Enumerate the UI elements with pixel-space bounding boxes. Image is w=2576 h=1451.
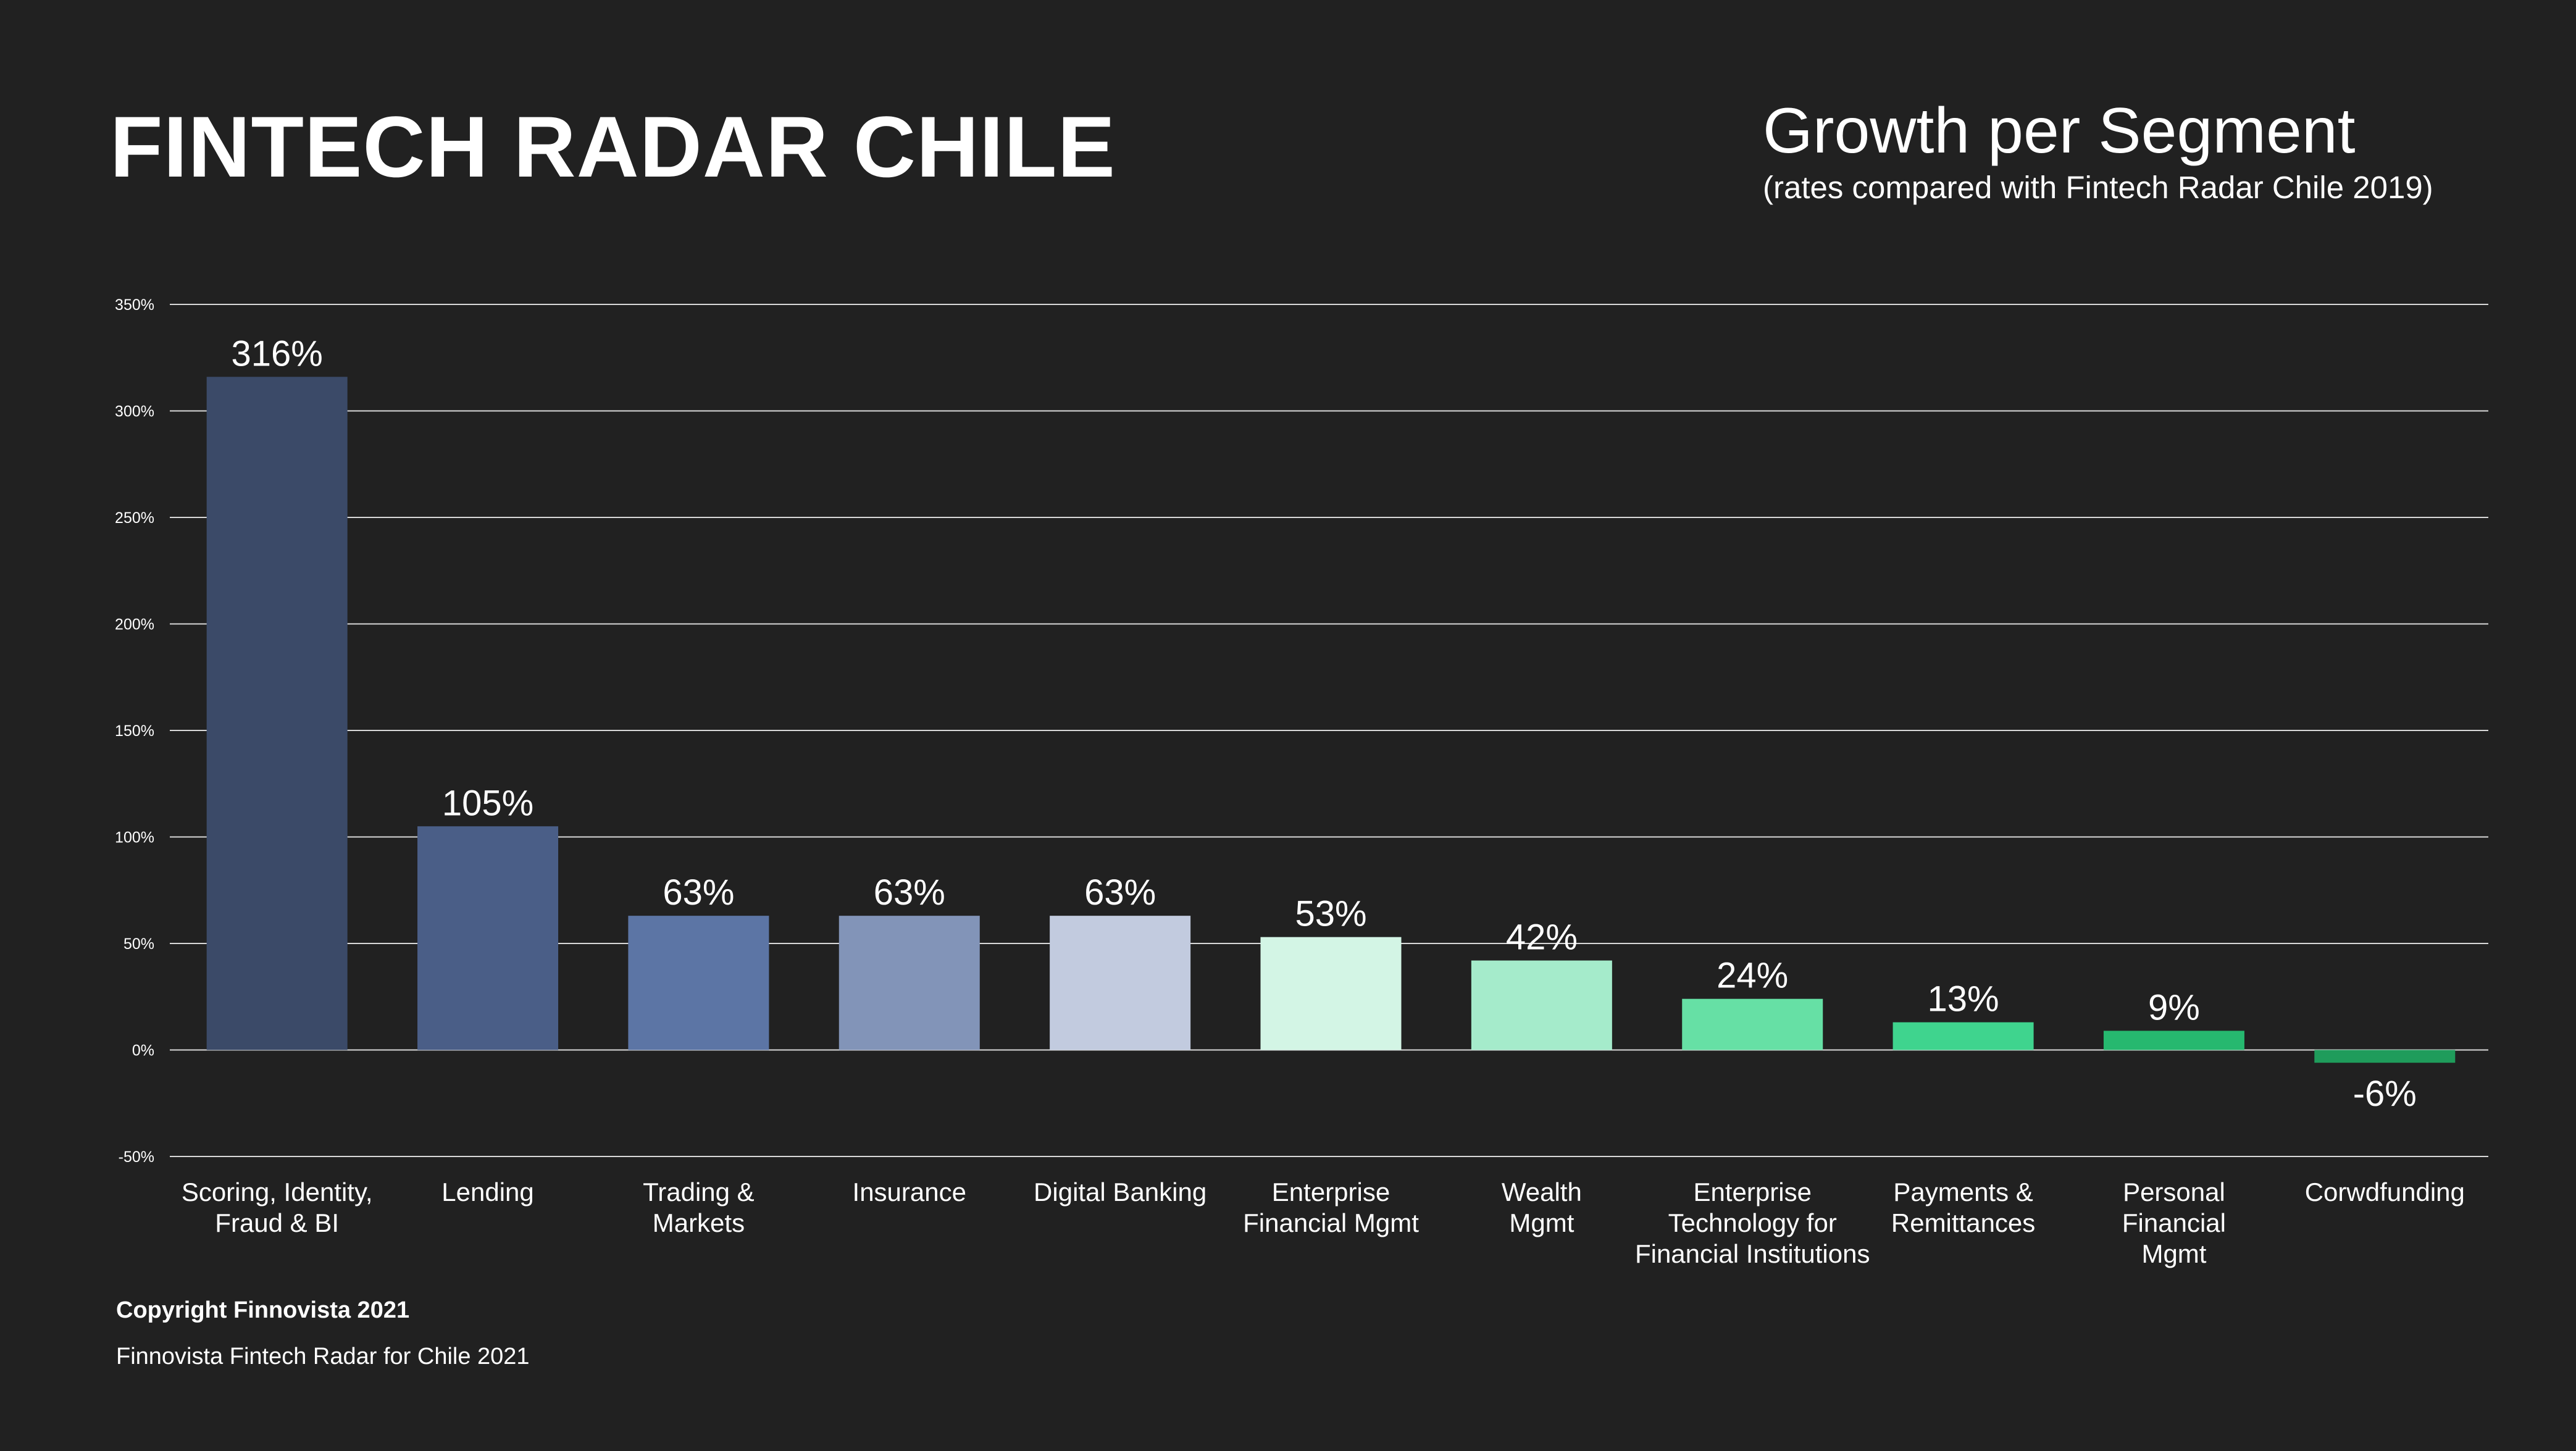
bar	[2103, 1031, 2244, 1050]
data-label: 105%	[442, 783, 533, 823]
y-tick-label: 0%	[132, 1042, 154, 1060]
y-tick-label: 100%	[115, 829, 154, 847]
x-category-label: Enterprise Technology for Financial Instit…	[1635, 1177, 1870, 1268]
data-label: -6%	[2353, 1074, 2417, 1114]
y-tick-label: 150%	[115, 722, 154, 740]
y-tick-label: 50%	[123, 935, 154, 953]
bar	[1892, 1022, 2034, 1050]
page-title: FINTECH RADAR CHILE	[110, 98, 1116, 195]
x-category-label: Trading & Markets	[643, 1177, 755, 1237]
bar	[1260, 937, 1402, 1050]
bar	[206, 377, 348, 1050]
data-label: 53%	[1295, 894, 1366, 934]
y-tick-label: 200%	[115, 616, 154, 634]
bar	[2314, 1050, 2456, 1063]
data-label: 63%	[874, 872, 945, 913]
data-label: 316%	[232, 333, 323, 374]
y-tick-label: 350%	[115, 296, 154, 314]
bar	[1471, 960, 1612, 1050]
y-tick-label: 250%	[115, 509, 154, 527]
x-category-label: Wealth Mgmt	[1502, 1177, 1582, 1237]
bar	[628, 916, 769, 1050]
data-label: 42%	[1506, 918, 1578, 958]
data-label: 13%	[1928, 979, 1999, 1019]
data-label: 9%	[2148, 987, 2200, 1027]
bar	[417, 826, 559, 1050]
y-tick-label: 300%	[115, 403, 154, 420]
x-category-label: Corwdfunding	[2305, 1177, 2465, 1206]
x-category-label: Personal Financial Mgmt	[2122, 1177, 2226, 1268]
y-tick-label: -50%	[119, 1148, 154, 1166]
bar	[1682, 998, 1823, 1050]
data-label: 24%	[1717, 956, 1788, 996]
x-category-label: Enterprise Financial Mgmt	[1243, 1177, 1419, 1237]
bar	[838, 916, 980, 1050]
x-category-label: Lending	[441, 1177, 533, 1206]
copyright-text: Copyright Finnovista 2021	[116, 1297, 410, 1323]
chart-subtitle: Growth per Segment	[1763, 95, 2356, 167]
data-label: 63%	[1084, 872, 1156, 913]
data-label: 63%	[663, 872, 734, 913]
x-category-label: Insurance	[853, 1177, 966, 1206]
source-text: Finnovista Fintech Radar for Chile 2021	[116, 1344, 530, 1369]
bar	[1050, 916, 1191, 1050]
x-category-label: Scoring, Identity, Fraud & BI	[182, 1177, 373, 1237]
chart-subnote: (rates compared with Fintech Radar Chile…	[1763, 170, 2433, 205]
x-category-label: Payments & Remittances	[1891, 1177, 2035, 1237]
x-category-label: Digital Banking	[1034, 1177, 1206, 1206]
